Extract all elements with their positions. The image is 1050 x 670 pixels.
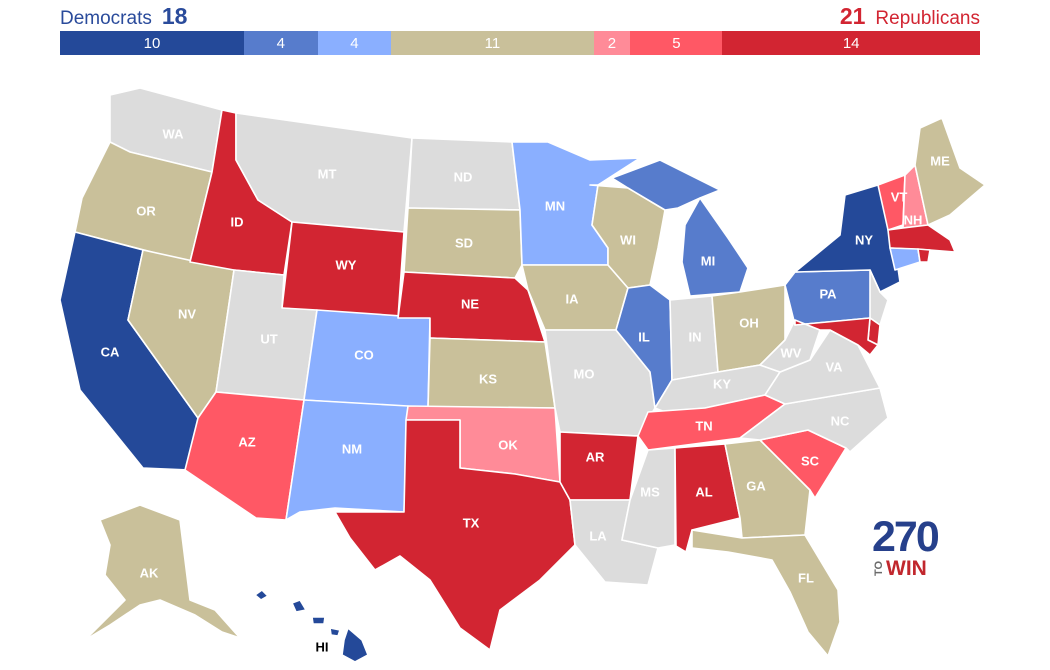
state-label-TN: TN: [695, 418, 712, 433]
state-MD[interactable]: [794, 317, 879, 356]
rating-segment-likely_d: 4: [244, 31, 318, 55]
state-SD[interactable]: [403, 207, 523, 279]
state-label-NC: NC: [831, 413, 850, 428]
state-label-MN: MN: [545, 198, 565, 213]
state-label-MI: MI: [701, 253, 715, 268]
state-label-AK: AK: [140, 565, 159, 580]
rating-segment-safe_d: 10: [60, 31, 244, 55]
rating-segment-lean_r: 5: [630, 31, 723, 55]
state-label-AL: AL: [695, 484, 712, 499]
state-label-WI: WI: [620, 232, 636, 247]
republicans-label: Republicans: [875, 8, 980, 29]
state-label-FL: FL: [798, 570, 814, 585]
state-label-TX: TX: [463, 515, 480, 530]
state-ME[interactable]: [914, 117, 986, 226]
state-label-HI: HI: [316, 639, 329, 654]
democrats-label: Democrats: [60, 8, 152, 29]
democrats-total: 18: [161, 3, 188, 29]
state-label-OR: OR: [136, 203, 156, 218]
state-TX[interactable]: [334, 419, 576, 651]
logo-number: 270: [872, 513, 940, 561]
state-label-AR: AR: [586, 449, 605, 464]
state-label-KS: KS: [479, 371, 497, 386]
republicans-total: 21: [839, 3, 866, 29]
state-RI[interactable]: [917, 248, 931, 263]
state-label-CO: CO: [354, 347, 374, 362]
state-AK[interactable]: [84, 504, 241, 641]
state-NM[interactable]: [285, 399, 409, 521]
state-label-IL: IL: [638, 329, 650, 344]
state-AZ[interactable]: [184, 391, 305, 521]
state-label-OK: OK: [498, 437, 518, 452]
state-label-NH: NH: [904, 212, 923, 227]
democrats-summary: Democrats 18: [60, 3, 187, 31]
rating-segment-safe_r: 14: [722, 31, 980, 55]
state-AR[interactable]: [559, 431, 639, 501]
state-label-LA: LA: [589, 528, 607, 543]
state-label-WV: WV: [781, 345, 802, 360]
state-MI[interactable]: [611, 159, 749, 297]
republicans-summary: 21 Republicans: [840, 3, 980, 31]
state-MS[interactable]: [621, 447, 676, 549]
state-CT[interactable]: [889, 247, 921, 271]
state-label-ME: ME: [930, 153, 950, 168]
state-FL[interactable]: [691, 529, 841, 657]
state-label-IN: IN: [689, 329, 702, 344]
state-label-KY: KY: [713, 376, 731, 391]
state-label-WY: WY: [336, 257, 357, 272]
state-label-ID: ID: [231, 214, 244, 229]
state-label-AZ: AZ: [238, 434, 255, 449]
state-label-NV: NV: [178, 306, 196, 321]
270towin-logo: 270 TO WIN: [872, 513, 944, 583]
state-label-ND: ND: [454, 169, 473, 184]
state-label-MO: MO: [574, 366, 595, 381]
state-label-VA: VA: [825, 359, 843, 374]
state-label-UT: UT: [260, 331, 277, 346]
state-label-SD: SD: [455, 235, 473, 250]
state-label-SC: SC: [801, 453, 820, 468]
rating-segment-lean_d: 4: [317, 31, 392, 55]
state-label-NY: NY: [855, 232, 873, 247]
state-NJ[interactable]: [869, 269, 889, 326]
state-label-NM: NM: [342, 441, 362, 456]
state-label-IA: IA: [566, 291, 580, 306]
state-label-VT: VT: [891, 189, 908, 204]
state-label-MT: MT: [318, 166, 337, 181]
logo-win: WIN: [886, 557, 927, 580]
rating-segment-tilt_r: 2: [593, 31, 631, 55]
state-label-MS: MS: [640, 484, 660, 499]
state-label-WA: WA: [163, 126, 185, 141]
rating-segment-tossup: 11: [391, 31, 594, 55]
state-label-CA: CA: [101, 344, 120, 359]
state-label-PA: PA: [819, 286, 837, 301]
logo-to: TO: [873, 560, 885, 576]
state-label-OH: OH: [739, 315, 759, 330]
state-label-GA: GA: [746, 478, 766, 493]
state-HI[interactable]: [254, 589, 369, 663]
rating-bar: 10 4 4 11 2 5 14: [60, 31, 980, 55]
state-label-NE: NE: [461, 296, 479, 311]
